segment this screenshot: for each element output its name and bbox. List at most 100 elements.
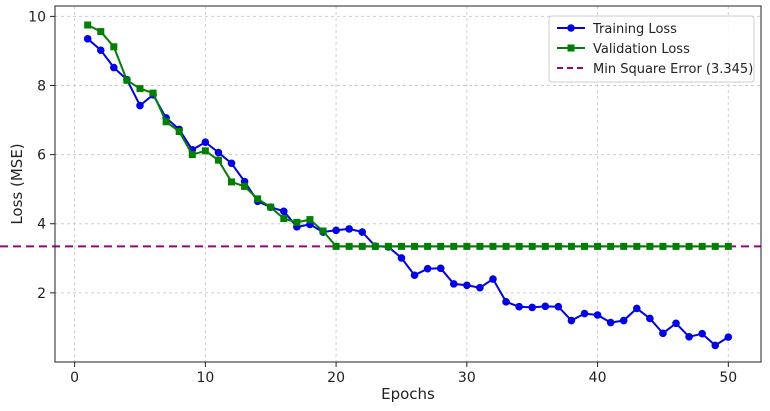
data-point bbox=[424, 242, 432, 250]
data-point bbox=[188, 151, 196, 159]
data-point bbox=[241, 182, 249, 190]
data-point bbox=[698, 242, 706, 250]
x-tick-label: 20 bbox=[327, 370, 345, 386]
legend-marker bbox=[567, 24, 575, 32]
data-point bbox=[110, 43, 118, 51]
data-point bbox=[607, 242, 615, 250]
y-tick-label: 10 bbox=[28, 9, 46, 25]
data-point bbox=[567, 242, 575, 250]
data-point bbox=[463, 242, 471, 250]
axes bbox=[50, 5, 762, 367]
x-tick-label: 50 bbox=[719, 370, 737, 386]
data-point bbox=[423, 264, 432, 273]
data-point bbox=[711, 341, 720, 350]
data-point bbox=[83, 35, 92, 43]
x-tick-label: 40 bbox=[589, 370, 607, 386]
data-point bbox=[685, 242, 693, 250]
data-point bbox=[449, 280, 458, 288]
data-point bbox=[515, 302, 523, 311]
y-tick-label: 6 bbox=[37, 148, 46, 164]
data-point bbox=[711, 242, 719, 250]
data-point bbox=[267, 203, 275, 211]
x-axis-label: Epochs bbox=[381, 385, 435, 403]
data-point bbox=[541, 302, 550, 311]
data-point bbox=[280, 215, 288, 223]
data-point bbox=[580, 309, 589, 318]
data-point bbox=[476, 242, 484, 250]
data-point bbox=[214, 156, 222, 164]
plot-frame bbox=[54, 5, 762, 363]
data-point bbox=[410, 271, 419, 280]
data-point bbox=[84, 21, 92, 29]
data-point bbox=[110, 63, 118, 72]
data-point bbox=[606, 318, 615, 327]
data-point bbox=[593, 311, 602, 319]
legend-label: Min Square Error (3.345) bbox=[593, 62, 753, 77]
data-point bbox=[659, 329, 667, 338]
data-point bbox=[436, 264, 445, 273]
data-point bbox=[136, 101, 144, 110]
data-point bbox=[201, 147, 209, 155]
data-point bbox=[554, 242, 562, 250]
x-tick-label: 0 bbox=[70, 370, 79, 386]
data-point bbox=[162, 118, 170, 126]
data-point bbox=[619, 316, 628, 325]
data-point bbox=[528, 303, 537, 312]
x-tick-label: 30 bbox=[458, 370, 476, 386]
data-point bbox=[476, 283, 484, 292]
data-point bbox=[594, 242, 602, 250]
data-point bbox=[489, 242, 497, 250]
data-point bbox=[358, 228, 367, 236]
data-point bbox=[541, 242, 549, 250]
legend-marker bbox=[567, 44, 575, 52]
data-point bbox=[724, 333, 733, 341]
legend-label: Validation Loss bbox=[593, 42, 690, 57]
data-point bbox=[450, 242, 458, 250]
data-point bbox=[384, 242, 392, 250]
legend-label: Training Loss bbox=[592, 22, 677, 37]
data-point bbox=[345, 242, 353, 250]
y-tick-label: 2 bbox=[37, 286, 46, 302]
legend: Training Loss Validation Loss Min Square E… bbox=[548, 15, 755, 83]
data-point bbox=[554, 302, 563, 311]
data-point bbox=[345, 225, 353, 233]
data-point bbox=[659, 242, 667, 250]
data-point bbox=[698, 329, 706, 338]
data-point bbox=[437, 242, 445, 250]
data-point bbox=[332, 226, 340, 235]
data-point bbox=[214, 148, 223, 157]
data-point bbox=[254, 195, 262, 203]
data-point bbox=[528, 242, 536, 250]
data-point bbox=[646, 314, 654, 323]
y-axis-label: Loss (MSE) bbox=[8, 143, 26, 224]
data-point bbox=[672, 319, 680, 328]
data-point bbox=[123, 76, 131, 84]
data-point bbox=[411, 242, 419, 250]
data-point bbox=[332, 242, 340, 250]
series-group bbox=[83, 21, 733, 350]
data-point bbox=[724, 242, 732, 250]
data-point bbox=[306, 216, 314, 224]
data-point bbox=[228, 178, 235, 186]
data-point bbox=[685, 332, 693, 341]
data-point bbox=[227, 159, 236, 168]
data-point bbox=[371, 242, 379, 250]
data-point bbox=[175, 127, 183, 135]
data-point bbox=[672, 242, 680, 250]
data-point bbox=[646, 242, 654, 250]
data-point bbox=[358, 242, 366, 250]
data-point bbox=[489, 275, 497, 283]
x-tick-label: 10 bbox=[196, 370, 214, 386]
data-point bbox=[632, 304, 641, 313]
data-point bbox=[463, 281, 471, 290]
data-point bbox=[502, 298, 510, 306]
data-point bbox=[319, 227, 327, 235]
data-point bbox=[397, 242, 405, 250]
legend-box bbox=[548, 15, 755, 83]
data-point bbox=[567, 316, 576, 325]
data-point bbox=[136, 85, 144, 93]
data-point bbox=[397, 254, 406, 262]
data-point bbox=[149, 89, 157, 97]
